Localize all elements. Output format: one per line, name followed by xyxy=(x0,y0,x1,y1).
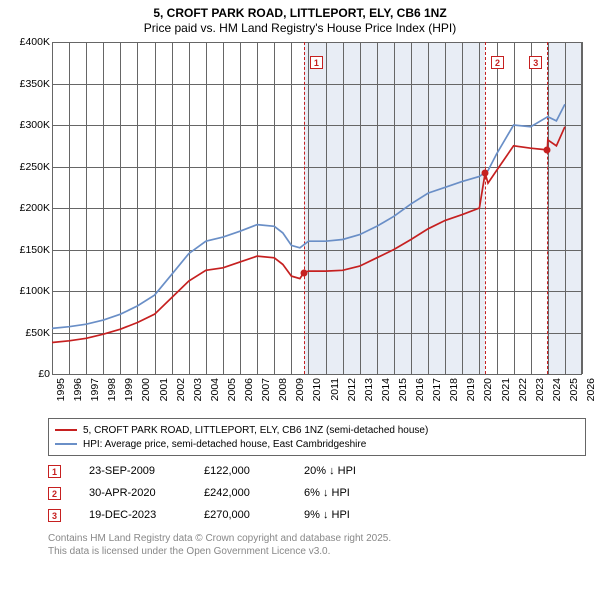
y-tick-label: £350K xyxy=(10,78,50,90)
legend-label-price: 5, CROFT PARK ROAD, LITTLEPORT, ELY, CB6… xyxy=(83,425,428,436)
y-tick-label: £0 xyxy=(10,368,50,380)
y-tick-label: £150K xyxy=(10,244,50,256)
event-price: £270,000 xyxy=(204,509,304,521)
attribution-line1: Contains HM Land Registry data © Crown c… xyxy=(48,532,586,545)
y-tick-label: £250K xyxy=(10,161,50,173)
y-tick-label: £400K xyxy=(10,36,50,48)
attribution-line2: This data is licensed under the Open Gov… xyxy=(48,545,586,558)
attribution: Contains HM Land Registry data © Crown c… xyxy=(48,532,586,558)
event-date: 19-DEC-2023 xyxy=(89,509,204,521)
event-row: 2 30-APR-2020£242,0006% ↓ HPI xyxy=(48,482,586,504)
sale-point xyxy=(300,269,307,276)
chart-lines xyxy=(52,42,582,374)
legend-label-hpi: HPI: Average price, semi-detached house,… xyxy=(83,439,366,450)
event-price: £242,000 xyxy=(204,487,304,499)
x-tick-label: 2026 xyxy=(585,378,600,401)
y-tick-label: £200K xyxy=(10,202,50,214)
gridline-h xyxy=(52,374,582,375)
event-badge: 2 xyxy=(48,487,61,500)
event-delta: 6% ↓ HPI xyxy=(304,487,350,499)
event-price: £122,000 xyxy=(204,465,304,477)
event-badge: 3 xyxy=(48,509,61,522)
y-tick-label: £50K xyxy=(10,327,50,339)
sale-point xyxy=(544,146,551,153)
event-row: 1 23-SEP-2009£122,00020% ↓ HPI xyxy=(48,460,586,482)
events-table: 1 23-SEP-2009£122,00020% ↓ HPI 2 30-APR-202… xyxy=(48,460,586,526)
y-tick-label: £100K xyxy=(10,285,50,297)
chart-title-line2: Price paid vs. HM Land Registry's House … xyxy=(0,21,600,36)
line-hpi xyxy=(52,104,565,328)
legend: 5, CROFT PARK ROAD, LITTLEPORT, ELY, CB6… xyxy=(48,418,586,456)
event-date: 23-SEP-2009 xyxy=(89,465,204,477)
gridline-v xyxy=(582,42,583,374)
event-row: 3 19-DEC-2023£270,0009% ↓ HPI xyxy=(48,504,586,526)
legend-swatch-price xyxy=(55,429,77,431)
chart: £0£50K£100K£150K£200K£250K£300K£350K£400… xyxy=(10,42,590,412)
chart-title-line1: 5, CROFT PARK ROAD, LITTLEPORT, ELY, CB6… xyxy=(0,6,600,21)
event-delta: 20% ↓ HPI xyxy=(304,465,356,477)
event-delta: 9% ↓ HPI xyxy=(304,509,350,521)
event-badge: 1 xyxy=(48,465,61,478)
sale-point xyxy=(482,170,489,177)
y-tick-label: £300K xyxy=(10,119,50,131)
legend-swatch-hpi xyxy=(55,443,77,445)
event-date: 30-APR-2020 xyxy=(89,487,204,499)
